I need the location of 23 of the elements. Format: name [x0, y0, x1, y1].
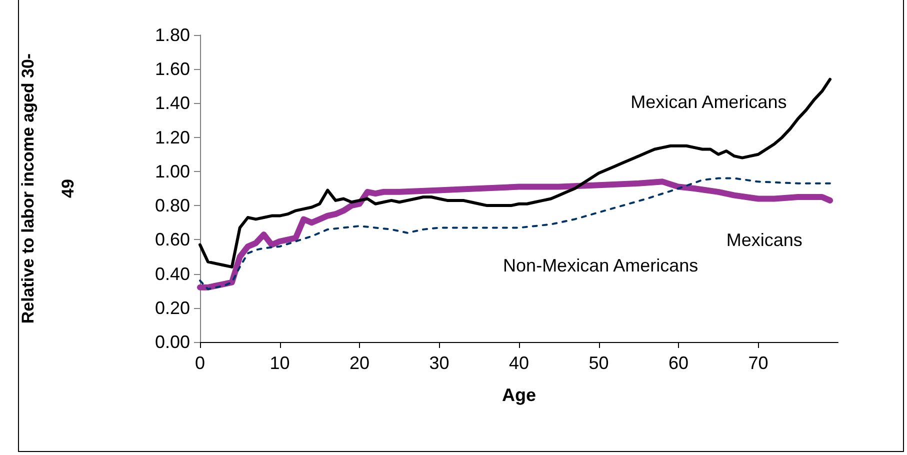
y-tick-label: 0.40 [154, 264, 190, 284]
x-tick-label: 0 [194, 353, 206, 373]
y-tick-label: 0.20 [154, 298, 190, 318]
x-tick-label: 30 [429, 353, 450, 373]
series-label: Mexicans [726, 230, 802, 250]
y-tick-label: 1.40 [154, 93, 190, 114]
text: Relative to labor income aged 30-49 [18, 53, 78, 324]
x-tick-label: 40 [508, 353, 530, 373]
y-tick-label: 1.00 [154, 161, 190, 182]
y-tick-label: 1.60 [154, 59, 190, 80]
y-tick-label: 0.80 [154, 196, 190, 216]
series-label: Mexican Americans [630, 92, 787, 112]
x-tick-label: 10 [270, 353, 290, 373]
series-label: Non-Mexican Americans [503, 256, 698, 276]
y-tick-label: 1.20 [154, 127, 190, 148]
x-axis-title: Age [502, 385, 536, 405]
x-tick-label: 50 [588, 353, 609, 373]
y-tick-label: 1.80 [154, 25, 190, 45]
y-tick-label: 0.60 [154, 230, 190, 250]
x-tick-label: 20 [349, 353, 370, 373]
y-tick-label: 0.00 [154, 332, 190, 352]
x-tick-label: 70 [748, 353, 768, 373]
x-tick-label: 60 [668, 353, 689, 373]
